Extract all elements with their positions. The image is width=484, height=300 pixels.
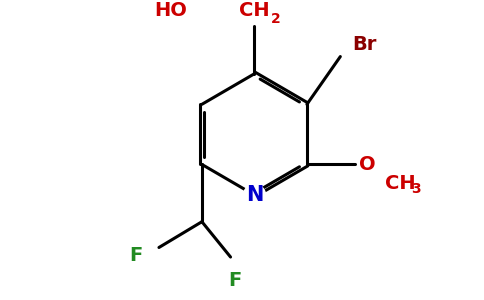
Text: CH: CH [239,1,270,20]
Text: F: F [229,272,242,290]
Text: N: N [246,185,263,205]
Text: 2: 2 [271,12,280,26]
Text: HO: HO [155,1,188,20]
Text: F: F [129,246,143,265]
Text: CH: CH [385,174,416,193]
Text: O: O [360,155,376,174]
Text: Br: Br [353,35,377,54]
Text: 3: 3 [411,182,421,196]
